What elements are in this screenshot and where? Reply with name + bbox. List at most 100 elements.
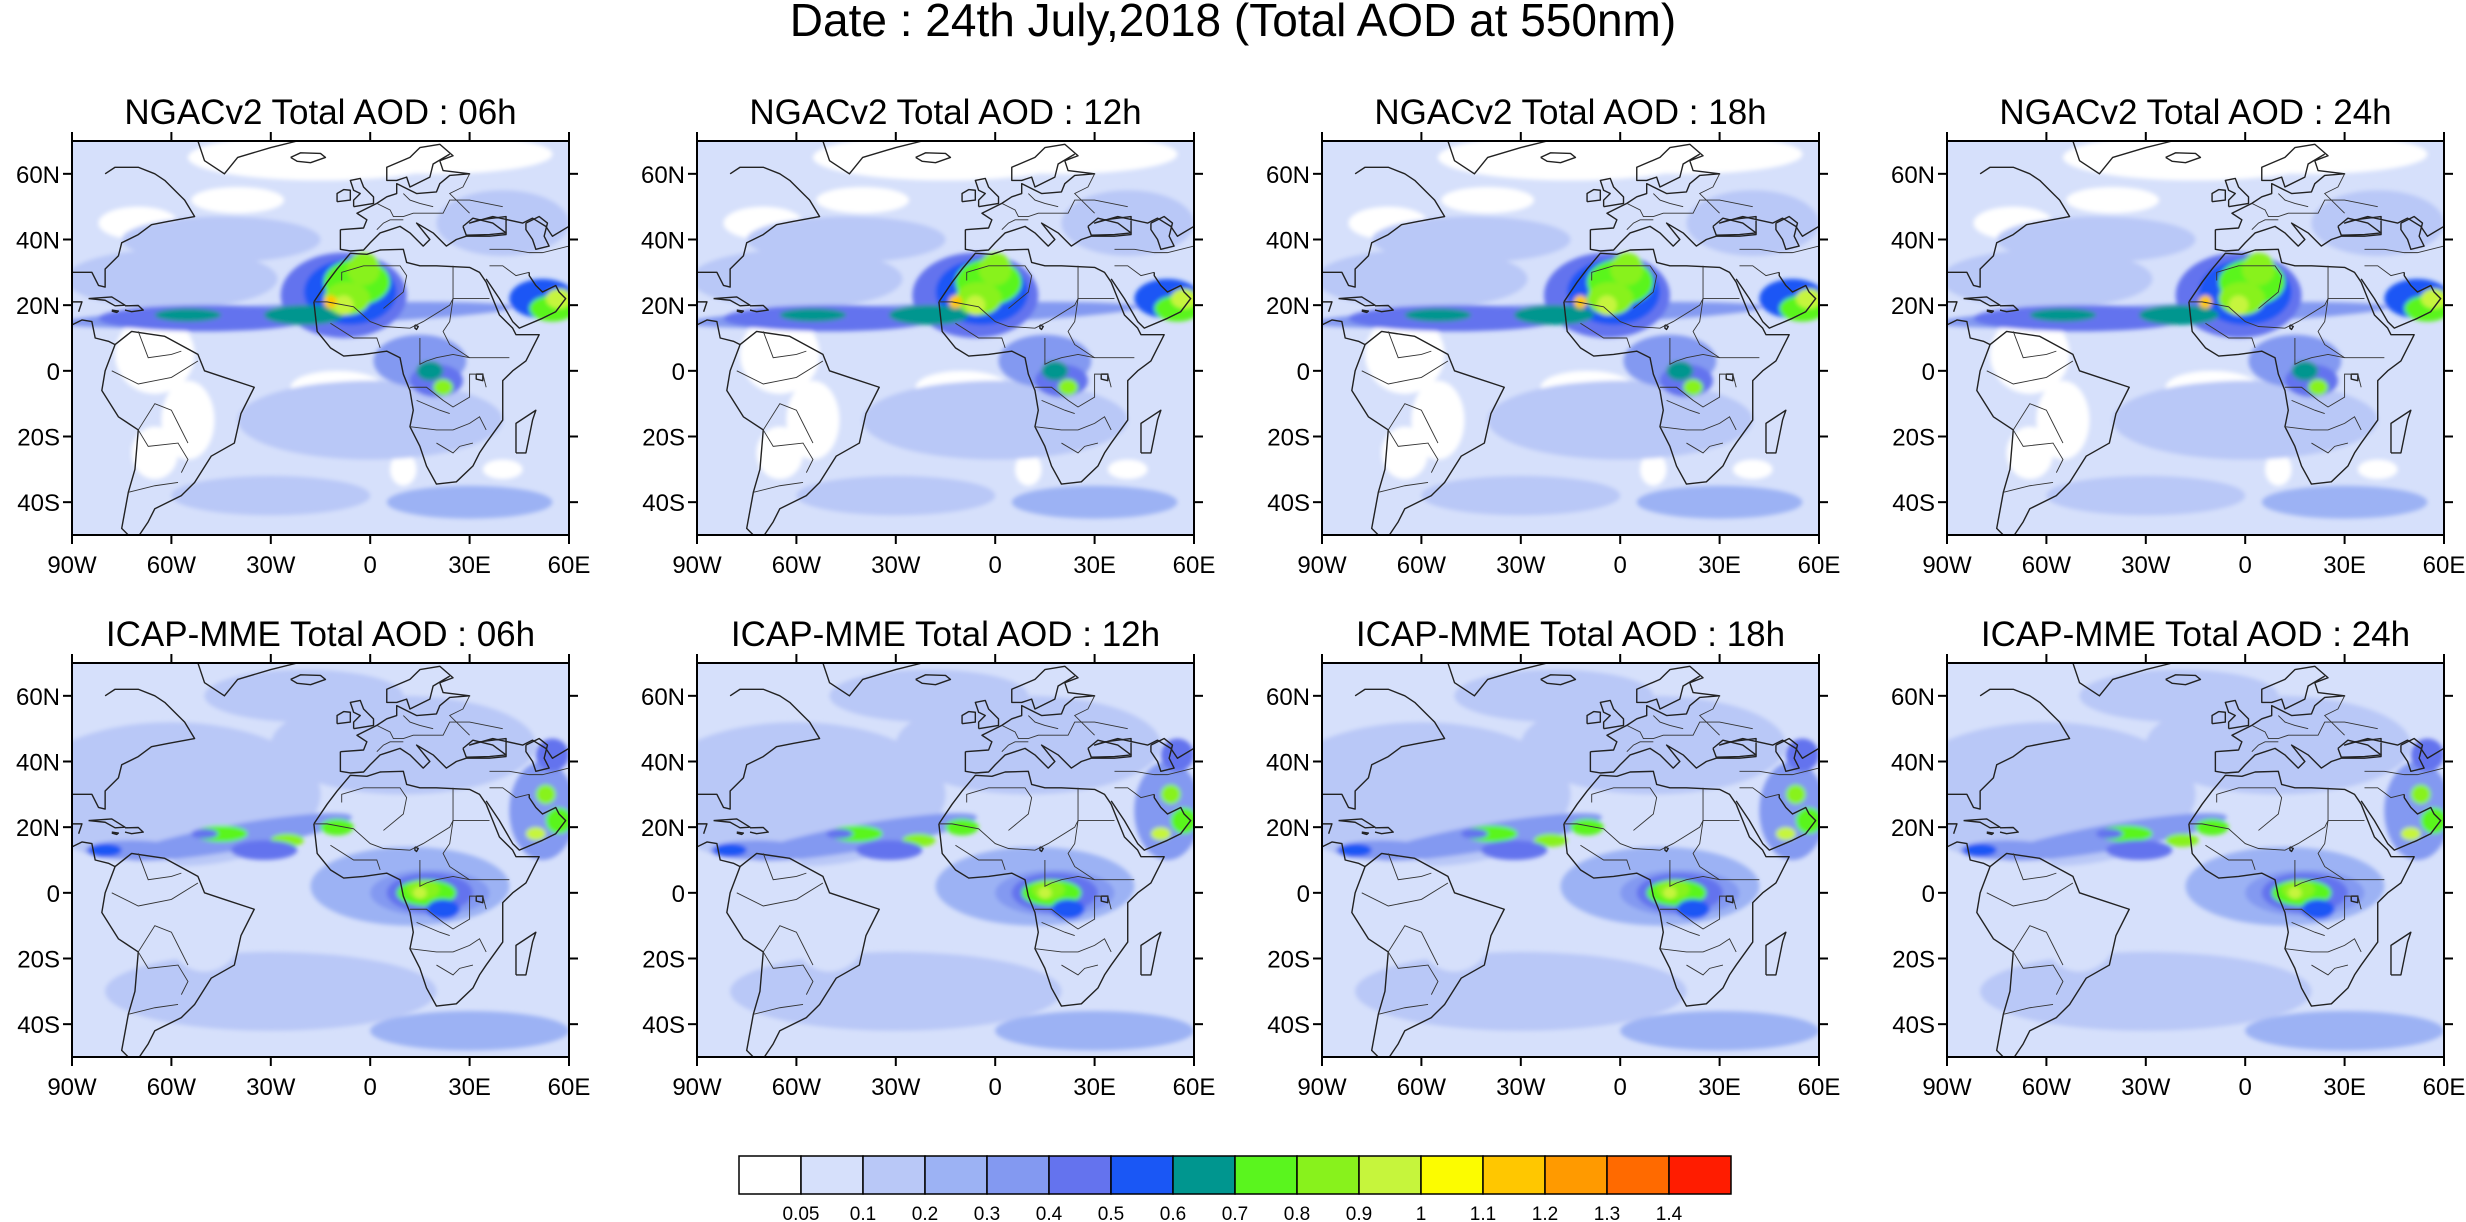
lon-tick-label: 30W	[1496, 1074, 1546, 1101]
coastline	[1446, 663, 1549, 697]
coastline	[340, 665, 471, 753]
coastline	[339, 215, 569, 252]
lat-tick-label: 20N	[16, 293, 60, 320]
coastline	[1361, 831, 1370, 836]
lon-tick-label: 90W	[47, 1074, 97, 1101]
coastline	[961, 188, 977, 203]
lon-tick-label: 90W	[47, 552, 97, 579]
coastline	[821, 663, 924, 697]
country-border	[489, 265, 530, 277]
country-border	[409, 938, 487, 953]
country-border	[1739, 265, 1780, 277]
country-border	[442, 787, 470, 881]
lon-tick-label: 60W	[147, 552, 197, 579]
coastline	[961, 710, 977, 725]
country-border	[2284, 895, 2362, 930]
coastline	[965, 665, 1096, 753]
coastline	[1338, 818, 1376, 829]
map-frame	[696, 140, 1195, 536]
country-border	[2205, 844, 2256, 870]
colorbar-label: 0.2	[912, 1204, 938, 1222]
coastline	[2400, 215, 2425, 251]
coastline	[1351, 852, 1505, 1057]
coastline	[1590, 143, 1721, 231]
coastline	[697, 166, 821, 288]
country-border	[1739, 245, 1819, 254]
map-frame	[696, 662, 1195, 1058]
panel-title: ICAP-MME Total AOD : 18h	[1356, 615, 1785, 654]
country-border	[2294, 338, 2385, 365]
country-border	[1698, 173, 1721, 214]
country-border	[128, 1004, 179, 1015]
lon-tick-label: 90W	[1297, 1074, 1347, 1101]
coastline	[1976, 330, 2130, 535]
country-border	[111, 882, 199, 907]
lat-tick-label: 40S	[17, 1012, 60, 1039]
country-border	[955, 322, 1006, 348]
lon-tick-label: 60E	[1798, 552, 1841, 579]
coastline	[1775, 737, 1800, 773]
country-border	[1067, 787, 1095, 881]
coastline	[964, 737, 1194, 774]
coastline	[2211, 188, 2227, 203]
country-border	[1114, 767, 1194, 776]
coastline	[1664, 846, 1669, 853]
coastline	[1540, 674, 1577, 686]
coastline	[2215, 143, 2346, 231]
country-border	[128, 482, 179, 493]
country-border	[1361, 882, 1449, 907]
country-border	[1686, 964, 1724, 976]
aod-field	[697, 141, 1194, 535]
coastline	[1599, 699, 1625, 730]
lon-tick-label: 60E	[2423, 552, 2466, 579]
country-border	[376, 219, 404, 230]
coastline	[726, 330, 880, 535]
lat-tick-label: 20N	[1266, 293, 1310, 320]
coastline	[340, 143, 471, 231]
country-border	[2251, 721, 2378, 739]
colorbar-label: 0.5	[1098, 1204, 1124, 1222]
coastline	[1976, 852, 2130, 1057]
country-border	[419, 860, 510, 887]
colorbar-swatch	[1358, 1155, 1422, 1195]
country-border	[2012, 429, 2064, 473]
lon-tick-label: 30E	[1698, 1074, 1741, 1101]
coastline	[88, 818, 126, 829]
country-border	[1073, 695, 1096, 736]
country-border	[1034, 895, 1112, 930]
lon-tick-label: 0	[364, 1074, 377, 1101]
coastline	[515, 931, 537, 976]
coastline	[1590, 665, 1721, 753]
country-border	[1698, 695, 1721, 736]
country-border	[1626, 219, 1654, 230]
coastline	[1765, 931, 1787, 976]
lat-tick-label: 20S	[1267, 425, 1310, 452]
coastline	[1765, 409, 1787, 454]
country-border	[1739, 787, 1780, 799]
country-border	[436, 964, 474, 976]
colorbar-label: 0.1	[850, 1204, 876, 1222]
lon-tick-label: 30W	[1496, 552, 1546, 579]
lat-tick-label: 0	[1922, 359, 1935, 386]
country-border	[1669, 338, 1760, 365]
country-border	[1387, 925, 1439, 966]
lon-tick-label: 60W	[772, 1074, 822, 1101]
map-frame	[1946, 662, 2445, 1058]
country-border	[1686, 442, 1724, 454]
country-border	[2251, 219, 2279, 230]
country-border	[489, 767, 569, 776]
country-border	[1986, 882, 2074, 907]
coastline	[72, 688, 196, 810]
coastline	[713, 818, 751, 829]
lat-tick-label: 20S	[1892, 947, 1935, 974]
coastline	[1351, 330, 1505, 535]
colorbar-label: 0.7	[1222, 1204, 1248, 1222]
lat-tick-label: 40N	[16, 750, 60, 777]
lat-tick-label: 20N	[1266, 815, 1310, 842]
coastline	[974, 177, 1000, 208]
colorbar-label: 1.2	[1532, 1204, 1558, 1222]
coastline	[2224, 177, 2250, 208]
lat-tick-label: 0	[1297, 359, 1310, 386]
coastline	[111, 831, 120, 836]
map-frame	[1321, 662, 1820, 1058]
